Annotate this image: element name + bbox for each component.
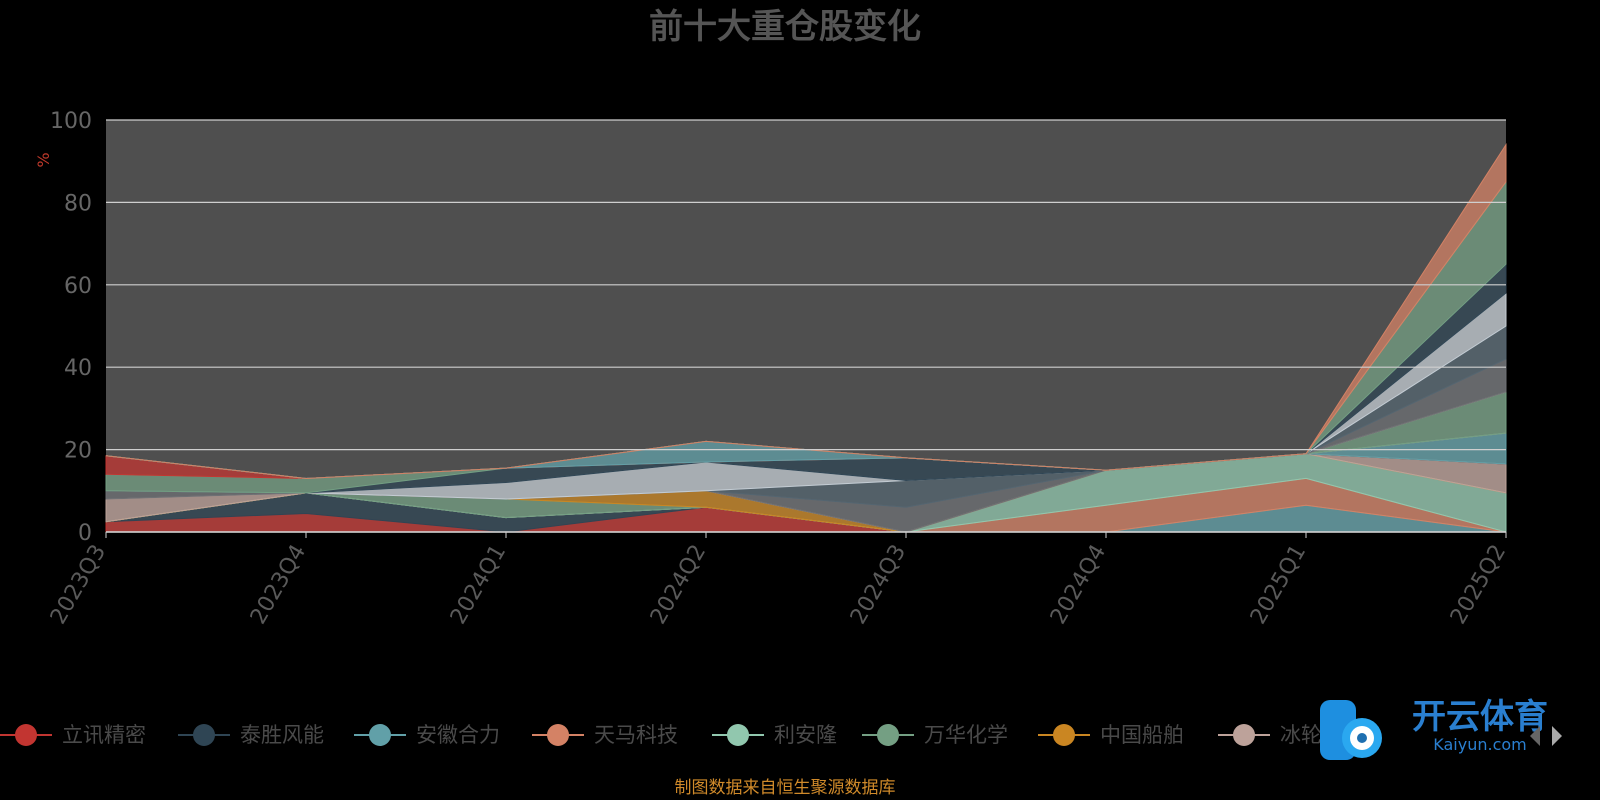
y-tick-label: 20	[64, 439, 92, 464]
x-tick-label: 2024Q3	[846, 541, 911, 629]
y-tick-label: 80	[64, 191, 92, 216]
legend-marker	[1233, 724, 1255, 746]
series-areas	[105, 143, 1507, 533]
legend-label: 中国船舶	[1100, 723, 1184, 747]
x-tick-label: 2023Q3	[46, 541, 111, 629]
legend-item[interactable]: 泰胜风能	[178, 723, 324, 747]
legend-label: 安徽合力	[416, 723, 500, 747]
legend-marker	[877, 724, 899, 746]
legend-item[interactable]: 中国船舶	[1038, 723, 1184, 747]
legend-prev-arrow-icon[interactable]	[1530, 726, 1540, 746]
legend-label: 万华化学	[924, 723, 1008, 747]
legend-marker	[369, 724, 391, 746]
legend-marker	[193, 724, 215, 746]
legend-label: 利安隆	[774, 723, 837, 747]
legend-label: 天马科技	[594, 723, 678, 747]
x-tick-label: 2024Q2	[646, 541, 711, 629]
legend-marker	[15, 724, 37, 746]
grid-lines	[106, 119, 1506, 533]
y-tick-label: 40	[64, 356, 92, 381]
y-axis-unit: %	[34, 152, 53, 167]
legend-item[interactable]: 万华化学	[862, 723, 1008, 747]
watermark-brand-cn: 开云体育	[1412, 697, 1548, 737]
chart-title: 前十大重仓股变化	[649, 7, 921, 47]
x-tick-label: 2024Q1	[446, 541, 511, 629]
legend-item[interactable]: 安徽合力	[354, 723, 500, 747]
y-axis: 0 20 40 60 80 100	[50, 109, 92, 546]
x-tick-label: 2025Q1	[1246, 541, 1311, 629]
x-tick-label: 2025Q2	[1446, 541, 1511, 629]
data-source-note: 制图数据来自恒生聚源数据库	[675, 778, 896, 798]
x-tick-label: 2023Q4	[246, 541, 311, 629]
legend-label: 泰胜风能	[240, 723, 324, 747]
legend-item[interactable]: 天马科技	[532, 723, 678, 747]
y-tick-label: 60	[64, 274, 92, 299]
legend-item[interactable]: 立讯精密	[0, 723, 146, 747]
legend-marker	[1053, 724, 1075, 746]
watermark-brand-en: Kaiyun.com	[1433, 735, 1526, 754]
legend-label: 立讯精密	[62, 723, 146, 747]
y-tick-label: 0	[78, 521, 92, 546]
x-axis: 2023Q3 2023Q4 2024Q1 2024Q2 2024Q3 2024Q4 2025…	[46, 532, 1511, 629]
series-area-24	[105, 143, 1507, 479]
legend-marker	[547, 724, 569, 746]
watermark-logo: 开云体育 Kaiyun.com	[1320, 697, 1562, 760]
legend-marker	[727, 724, 749, 746]
legend[interactable]: 立讯精密泰胜风能安徽合力天马科技利安隆万华化学中国船舶冰轮环境	[0, 723, 1364, 747]
legend-next-arrow-icon[interactable]	[1552, 726, 1562, 746]
y-tick-label: 100	[50, 109, 92, 134]
x-tick-label: 2024Q4	[1046, 541, 1111, 629]
legend-item[interactable]: 利安隆	[712, 723, 837, 747]
